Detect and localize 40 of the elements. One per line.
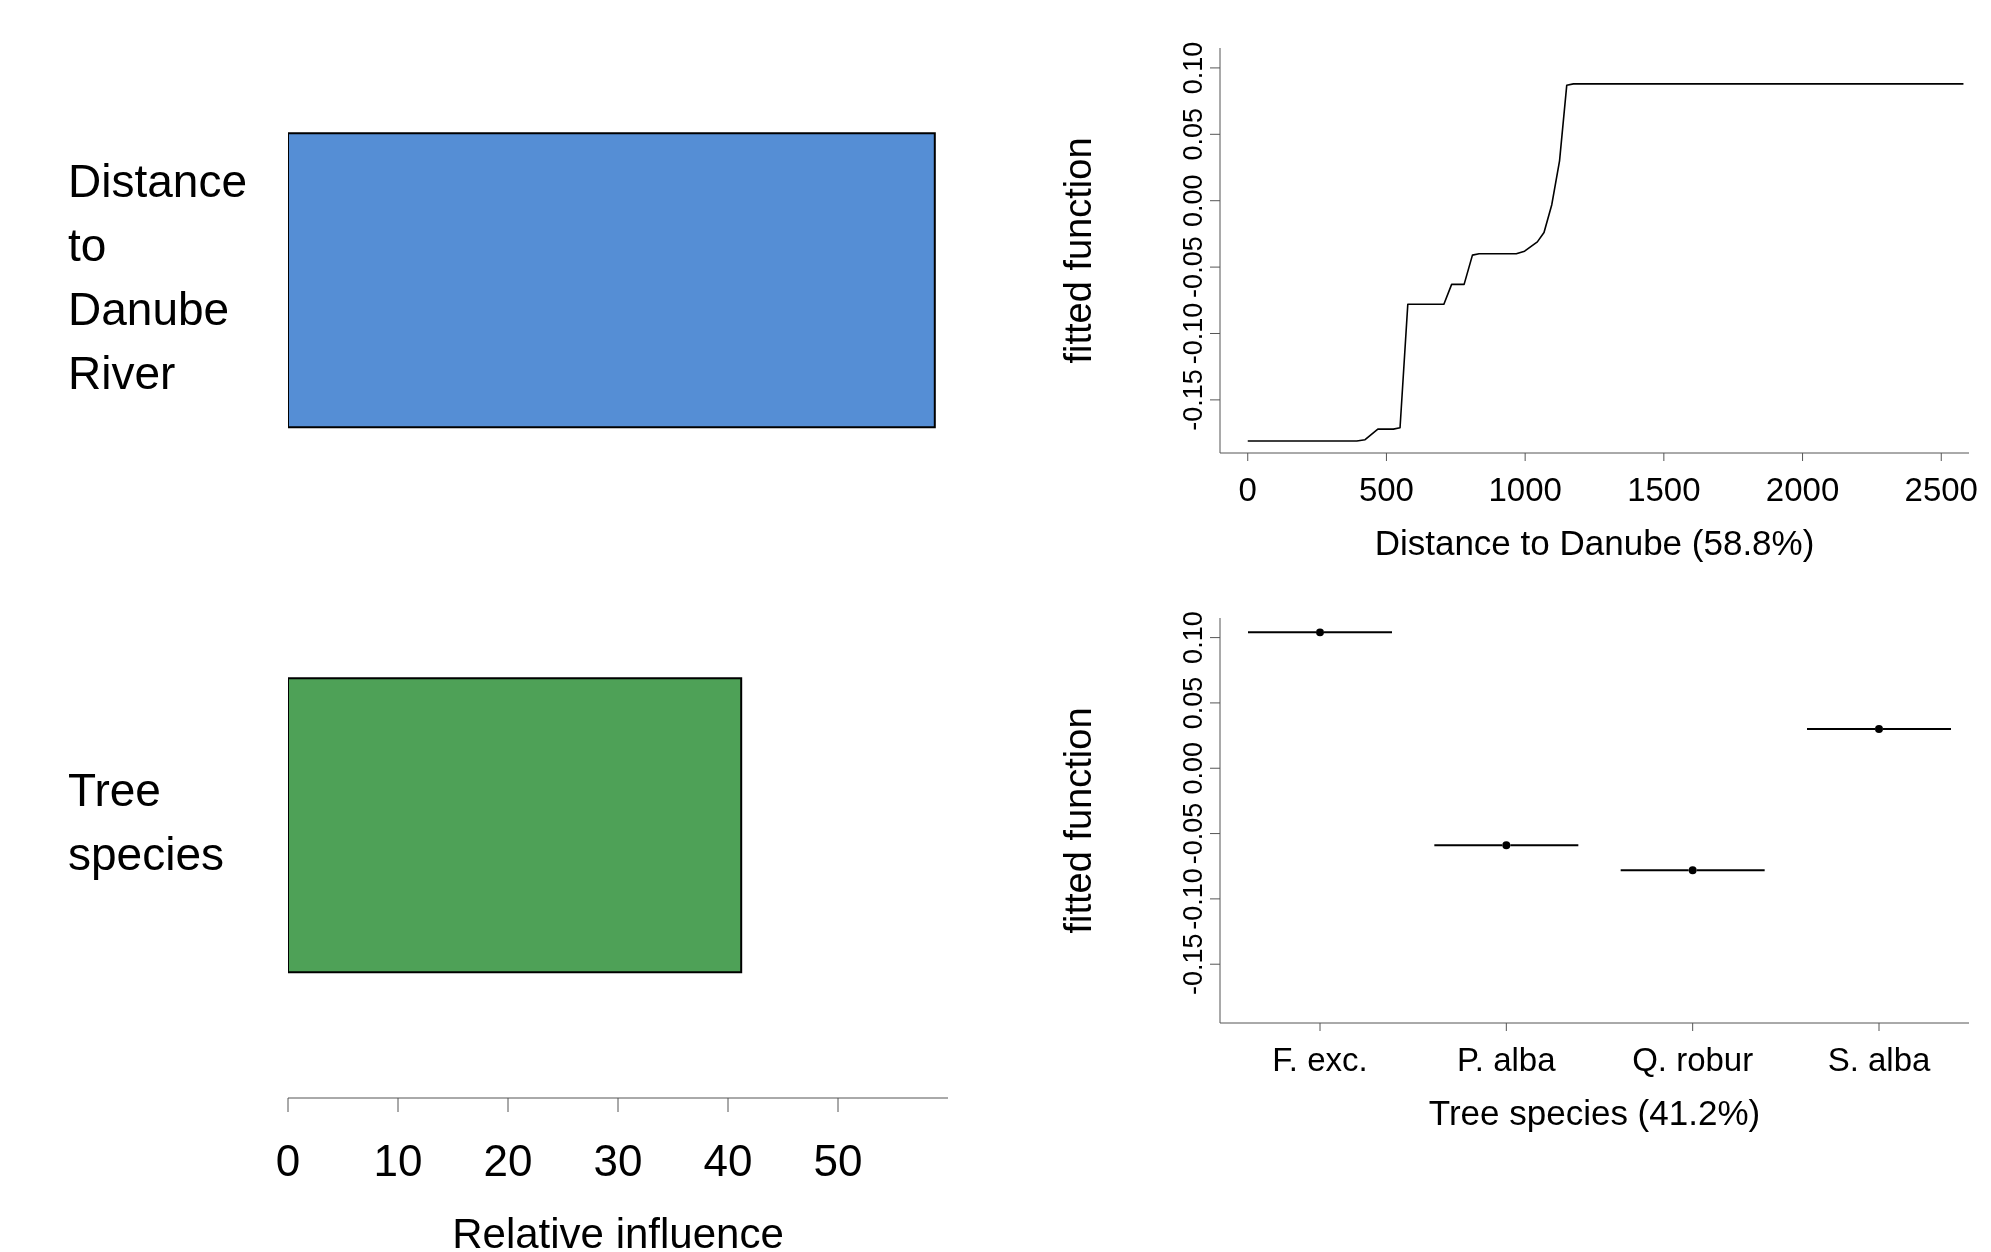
line-series — [1246, 83, 1965, 442]
y-tick-label: 0.05 — [1178, 108, 1208, 161]
point — [1688, 866, 1697, 875]
y-tick-label: -0.05 — [1178, 236, 1208, 298]
point — [1875, 725, 1883, 734]
y-tick-label: Distance to Danube River — [68, 154, 247, 399]
y-tick-label: Tree species — [68, 763, 224, 880]
y-tick-label: -0.15 — [1178, 369, 1208, 431]
y-tick-label: -0.10 — [1178, 868, 1208, 930]
y-tick-label: -0.10 — [1178, 302, 1208, 365]
x-tick-label: 0 — [275, 1136, 301, 1185]
x-axis-title: Distance to Danube (58.8%) — [1374, 523, 1815, 562]
x-tick-label: 1000 — [1488, 471, 1562, 508]
y-tick-label: -0.15 — [1178, 933, 1208, 995]
x-tick-label: 50 — [813, 1136, 863, 1185]
x-tick-label: 0 — [1238, 471, 1257, 508]
x-tick-label: 2000 — [1765, 471, 1840, 508]
x-tick-label: 10 — [373, 1136, 423, 1185]
y-tick-label: 0.10 — [1178, 611, 1208, 664]
x-tick-label: 2500 — [1904, 471, 1978, 508]
x-tick-label: P. alba — [1457, 1041, 1557, 1078]
x-tick-label: 40 — [703, 1136, 753, 1185]
x-tick-label: Q. robur — [1632, 1041, 1754, 1078]
x-tick-label: S. alba — [1827, 1041, 1932, 1078]
point — [1316, 628, 1324, 637]
y-axis-title: fitted function — [1057, 707, 1100, 934]
x-tick-label: 30 — [593, 1136, 643, 1185]
x-tick-label: 500 — [1358, 471, 1414, 508]
x-tick-label: 1500 — [1627, 471, 1701, 508]
y-tick-label: 0.00 — [1178, 741, 1208, 795]
y-tick-label: 0.00 — [1178, 174, 1208, 227]
y-tick-label: 0.05 — [1178, 676, 1208, 730]
point — [1502, 841, 1511, 850]
y-tick-label: 0.10 — [1178, 41, 1208, 95]
y-tick-label: -0.05 — [1178, 802, 1208, 865]
x-axis-title: Relative influence — [452, 1210, 784, 1252]
x-tick-label: 20 — [483, 1136, 533, 1185]
x-tick-label: F. exc. — [1272, 1041, 1368, 1078]
y-axis-title: fitted function — [1057, 137, 1100, 364]
x-axis-title: Tree species (41.2%) — [1428, 1093, 1761, 1132]
